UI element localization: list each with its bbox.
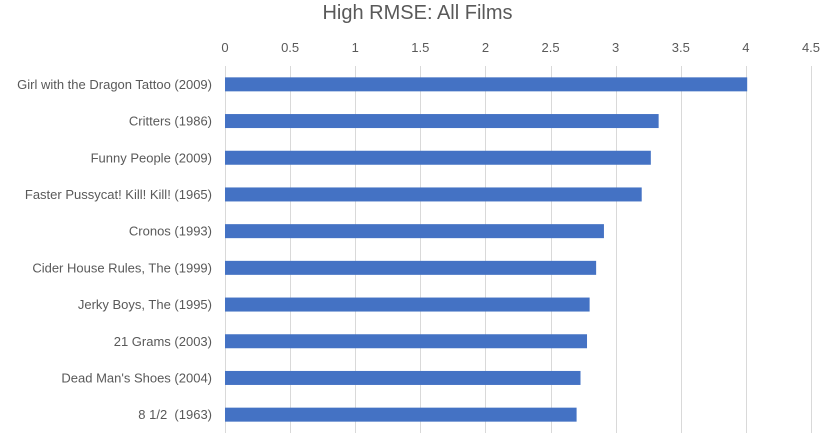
bar [225,77,748,92]
bar [225,150,651,165]
x-tick-label: 3.5 [672,40,690,55]
category-label: Girl with the Dragon Tattoo (2009) [17,77,212,92]
x-tick-label: 1 [352,40,359,55]
bar [225,370,581,385]
category-label: Cronos (1993) [129,224,212,239]
category-label: Cider House Rules, The (1999) [32,260,212,275]
bars [225,77,748,422]
x-tick-label: 2 [482,40,489,55]
category-label: Jerky Boys, The (1995) [78,297,212,312]
chart-title: High RMSE: All Films [322,2,513,24]
x-tick-label: 3 [612,40,619,55]
category-label: Funny People (2009) [91,150,212,165]
x-tick-label: 2.5 [542,40,560,55]
category-label: 21 Grams (2003) [114,334,212,349]
bar [225,260,597,275]
x-tick-label: 1.5 [411,40,429,55]
bar [225,187,642,202]
x-tick-label: 4 [742,40,749,55]
x-tick-label: 0 [221,40,228,55]
x-tick-label: 0.5 [281,40,299,55]
category-label: Dead Man's Shoes (2004) [61,370,212,385]
category-labels: Girl with the Dragon Tattoo (2009) Critte… [17,77,212,422]
bar [225,224,604,239]
category-label: Faster Pussycat! Kill! Kill! (1965) [25,187,212,202]
category-label: Critters (1986) [129,114,212,129]
bar [225,407,577,422]
bar [225,334,588,349]
bar [225,297,590,312]
category-label: 8 1/2 (1963) [138,407,212,422]
x-axis-tick-labels: 0 0.5 1 1.5 2 2.5 3 3.5 4 4.5 [221,40,820,55]
bar [225,114,659,129]
x-tick-label: 4.5 [802,40,820,55]
